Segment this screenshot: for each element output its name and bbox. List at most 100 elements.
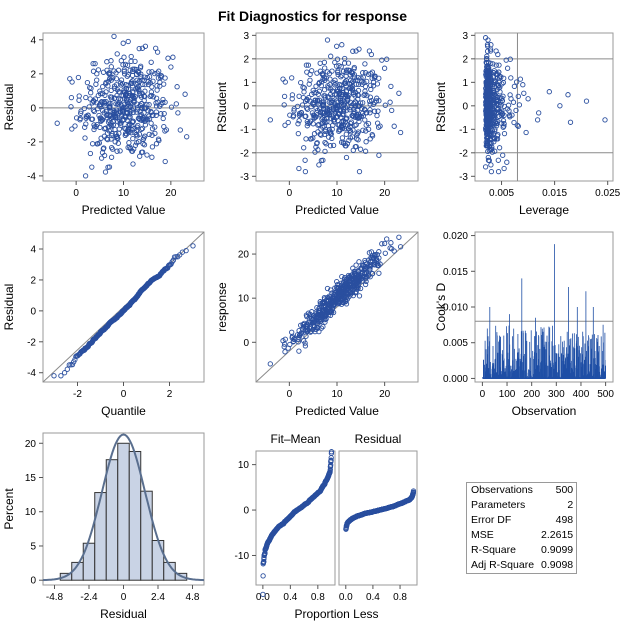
data-point	[121, 105, 127, 111]
x-tick-label: 10	[331, 389, 343, 400]
y-tick-label: 2	[30, 69, 36, 80]
y-tick-label: 15	[25, 473, 37, 484]
data-point	[133, 127, 140, 134]
data-point	[155, 75, 162, 81]
data-point	[321, 304, 327, 311]
plot-frame	[338, 450, 418, 586]
data-point	[338, 98, 344, 104]
data-point	[340, 299, 346, 306]
data-point	[324, 118, 330, 125]
data-point	[355, 283, 361, 289]
data-point	[51, 373, 57, 379]
data-point	[97, 88, 103, 94]
data-point	[484, 53, 490, 59]
fit-statistics-row: Adj R-Square 0.9098	[467, 558, 577, 574]
data-point	[314, 140, 320, 147]
data-point	[513, 107, 519, 114]
data-point	[340, 139, 346, 145]
data-point	[136, 90, 143, 96]
data-point	[339, 85, 345, 92]
data-point	[348, 119, 355, 125]
data-point	[162, 158, 168, 165]
data-point	[316, 121, 322, 128]
x-tick-label: 400	[573, 389, 590, 400]
data-point	[396, 90, 402, 96]
fit-statistics-row: MSE 2.2615	[467, 528, 577, 543]
data-point	[334, 43, 340, 49]
data-point	[136, 131, 143, 137]
data-point	[387, 99, 393, 105]
data-point	[298, 330, 305, 336]
data-point	[145, 81, 152, 88]
data-point	[154, 83, 160, 89]
data-point	[329, 68, 335, 74]
data-point	[499, 108, 505, 114]
data-point	[142, 133, 148, 139]
data-point	[565, 92, 571, 98]
data-point	[358, 266, 365, 272]
data-point	[316, 328, 322, 335]
data-point	[583, 98, 590, 104]
data-point	[174, 84, 180, 90]
data-point	[328, 287, 334, 293]
data-point	[356, 293, 363, 299]
data-point	[112, 112, 118, 119]
data-point	[318, 112, 324, 118]
data-point	[349, 112, 355, 119]
data-point	[324, 285, 331, 292]
data-point	[98, 155, 105, 161]
data-point	[132, 58, 138, 65]
data-point	[356, 115, 362, 121]
data-point	[304, 105, 310, 111]
data-point	[104, 130, 111, 136]
data-point	[130, 88, 136, 95]
data-point	[289, 92, 296, 98]
data-point	[304, 69, 310, 75]
x-tick-label: 0	[287, 188, 293, 199]
data-point	[382, 250, 388, 256]
data-point	[379, 57, 385, 63]
data-point	[486, 70, 492, 77]
data-point	[146, 131, 152, 138]
data-point	[138, 111, 144, 118]
data-point	[375, 259, 381, 265]
data-point	[304, 327, 310, 333]
data-point	[343, 115, 349, 121]
data-point	[322, 148, 328, 155]
data-point	[310, 87, 316, 94]
x-axis-label: Predicted Value	[82, 203, 166, 217]
y-tick-label: 1	[243, 78, 249, 89]
data-point	[303, 113, 309, 119]
data-point	[303, 136, 309, 142]
data-point	[304, 97, 310, 103]
data-point	[163, 127, 170, 133]
data-point	[321, 313, 327, 319]
data-point	[384, 236, 390, 242]
data-point	[494, 75, 500, 81]
data-point	[89, 116, 96, 122]
y-tick-label: -1	[459, 125, 468, 136]
data-point	[108, 58, 114, 64]
data-point	[134, 101, 140, 107]
data-point	[318, 157, 325, 164]
data-point	[91, 99, 97, 105]
data-point	[303, 62, 310, 68]
data-point	[146, 74, 153, 80]
data-point	[355, 103, 361, 109]
data-point	[130, 161, 136, 167]
data-point	[484, 110, 491, 116]
data-point	[61, 370, 68, 376]
y-tick-label: 10	[25, 507, 37, 518]
data-point	[355, 137, 361, 143]
data-point	[325, 305, 331, 311]
data-point	[320, 70, 326, 77]
y-axis-label: Residual	[2, 84, 16, 131]
fit-statistic-value: 498	[555, 514, 574, 526]
data-point	[332, 59, 338, 66]
data-point	[282, 336, 288, 342]
data-point	[339, 124, 346, 130]
data-point	[304, 106, 311, 112]
data-point	[334, 278, 340, 285]
data-point	[484, 142, 490, 149]
data-point	[362, 91, 368, 97]
